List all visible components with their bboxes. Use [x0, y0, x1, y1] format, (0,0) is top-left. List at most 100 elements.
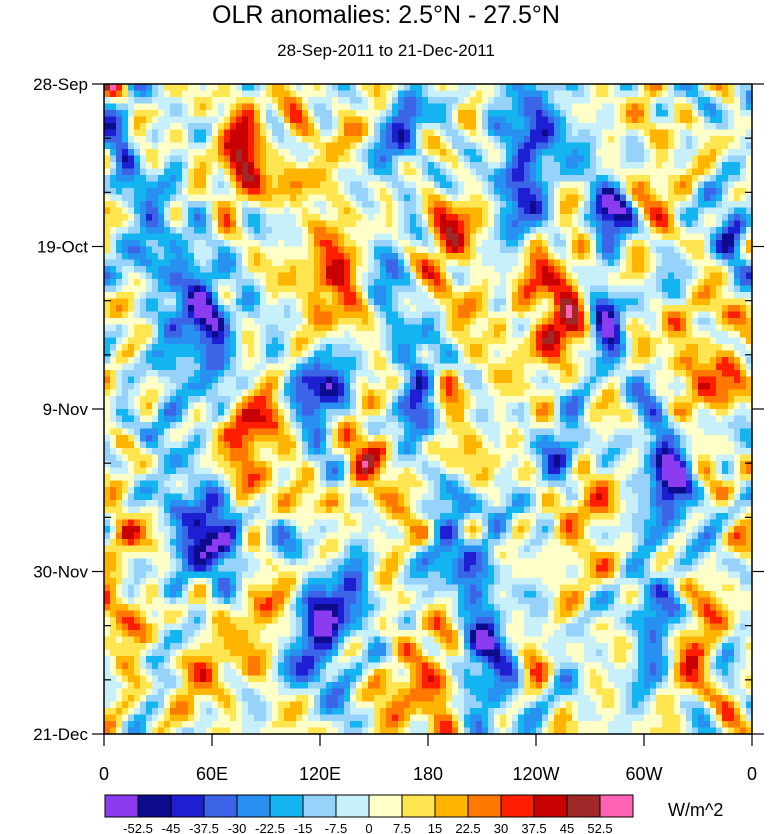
field-cell: [590, 285, 597, 293]
field-cell: [596, 292, 603, 300]
field-cell: [194, 298, 201, 306]
field-cell: [260, 350, 267, 358]
field-cell: [704, 188, 711, 196]
field-cell: [542, 376, 549, 384]
field-cell: [350, 363, 357, 371]
field-cell: [374, 142, 381, 150]
field-cell: [374, 110, 381, 118]
field-cell: [158, 103, 165, 111]
field-cell: [476, 376, 483, 384]
field-cell: [362, 311, 369, 319]
field-cell: [644, 188, 651, 196]
field-cell: [494, 207, 501, 215]
field-cell: [536, 103, 543, 111]
field-cell: [254, 246, 261, 254]
field-cell: [350, 214, 357, 222]
field-cell: [740, 279, 747, 287]
field-cell: [698, 129, 705, 137]
field-cell: [266, 298, 273, 306]
field-cell: [350, 103, 357, 111]
field-cell: [356, 266, 363, 274]
field-cell: [380, 324, 387, 332]
field-cell: [272, 292, 279, 300]
field-cell: [236, 227, 243, 235]
field-cell: [746, 110, 753, 118]
field-cell: [632, 305, 639, 313]
field-cell: [614, 272, 621, 280]
field-cell: [416, 110, 423, 118]
field-cell: [416, 142, 423, 150]
field-cell: [452, 129, 459, 137]
field-cell: [278, 240, 285, 248]
field-cell: [176, 168, 183, 176]
field-cell: [626, 168, 633, 176]
field-cell: [704, 363, 711, 371]
field-cell: [698, 272, 705, 280]
field-cell: [692, 357, 699, 365]
field-cell: [674, 116, 681, 124]
field-cell: [656, 266, 663, 274]
field-cell: [368, 103, 375, 111]
field-cell: [596, 376, 603, 384]
field-cell: [506, 123, 513, 131]
field-cell: [734, 207, 741, 215]
field-cell: [284, 168, 291, 176]
field-cell: [236, 331, 243, 339]
field-cell: [326, 214, 333, 222]
field-cell: [722, 337, 729, 345]
field-cell: [332, 149, 339, 157]
field-cell: [398, 136, 405, 144]
field-cell: [110, 214, 117, 222]
field-cell: [656, 376, 663, 384]
field-cell: [734, 227, 741, 235]
field-cell: [488, 123, 495, 131]
field-cell: [278, 116, 285, 124]
field-cell: [722, 376, 729, 384]
chart-subtitle: 28-Sep-2011 to 21-Dec-2011: [277, 41, 495, 60]
field-cell: [152, 110, 159, 118]
field-cell: [176, 266, 183, 274]
field-cell: [482, 97, 489, 105]
field-cell: [476, 331, 483, 339]
field-cell: [128, 344, 135, 352]
field-cell: [584, 357, 591, 365]
field-cell: [632, 370, 639, 378]
field-cell: [650, 201, 657, 209]
field-cell: [194, 279, 201, 287]
field-cell: [410, 116, 417, 124]
field-cell: [596, 227, 603, 235]
field-cell: [566, 110, 573, 118]
field-cell: [314, 324, 321, 332]
field-cell: [182, 292, 189, 300]
field-cell: [530, 233, 537, 241]
field-cell: [314, 214, 321, 222]
field-cell: [122, 181, 129, 189]
field-cell: [398, 142, 405, 150]
field-cell: [464, 292, 471, 300]
field-cell: [440, 357, 447, 365]
field-cell: [266, 383, 273, 391]
field-cell: [548, 285, 555, 293]
field-cell: [578, 207, 585, 215]
field-cell: [170, 97, 177, 105]
field-cell: [590, 103, 597, 111]
field-cell: [716, 201, 723, 209]
field-cell: [290, 376, 297, 384]
field-cell: [584, 149, 591, 157]
field-cell: [530, 194, 537, 202]
field-cell: [548, 90, 555, 98]
field-cell: [596, 110, 603, 118]
field-cell: [500, 168, 507, 176]
field-cell: [410, 123, 417, 131]
field-cell: [674, 84, 681, 92]
field-cell: [368, 181, 375, 189]
field-cell: [320, 324, 327, 332]
field-cell: [464, 363, 471, 371]
field-cell: [602, 344, 609, 352]
field-cell: [242, 207, 249, 215]
field-cell: [626, 233, 633, 241]
field-cell: [740, 266, 747, 274]
field-cell: [686, 201, 693, 209]
field-cell: [416, 162, 423, 170]
field-cell: [626, 201, 633, 209]
